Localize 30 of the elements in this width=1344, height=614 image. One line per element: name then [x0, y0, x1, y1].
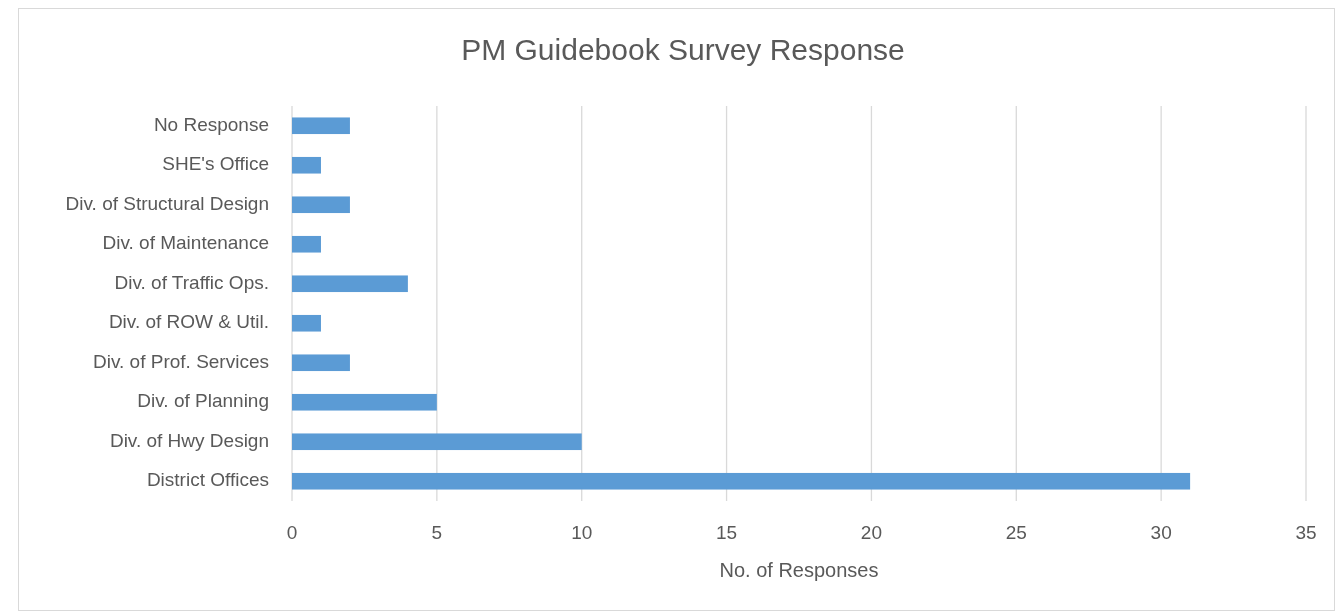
bar	[292, 393, 437, 411]
bar	[292, 472, 1191, 490]
y-tick-label: District Offices	[146, 469, 269, 491]
x-tick-label: 0	[286, 522, 298, 544]
x-tick-label: 10	[571, 522, 593, 544]
y-tick-label: Div. of Prof. Services	[93, 350, 269, 372]
x-tick-label: 15	[716, 522, 738, 544]
bar	[292, 314, 321, 332]
y-tick-label: No Response	[153, 113, 269, 135]
bar	[292, 354, 350, 372]
x-tick-label: 20	[860, 522, 882, 544]
y-tick-label: Div. of ROW & Util.	[108, 311, 269, 333]
y-tick-label: Div. of Planning	[137, 390, 269, 412]
x-tick-label: 30	[1150, 522, 1172, 544]
chart-title: PM Guidebook Survey Response	[461, 32, 905, 66]
bar	[292, 433, 582, 451]
x-tick-label: 35	[1295, 522, 1317, 544]
bar	[292, 156, 321, 174]
y-tick-label: Div. of Traffic Ops.	[114, 271, 269, 293]
x-tick-label: 5	[431, 522, 443, 544]
x-axis-title: No. of Responses	[719, 559, 879, 582]
bar	[292, 196, 350, 214]
y-tick-label: Div. of Hwy Design	[109, 429, 269, 451]
bar	[292, 117, 350, 135]
y-tick-label: Div. of Structural Design	[65, 192, 269, 214]
y-tick-label: Div. of Maintenance	[102, 232, 269, 254]
x-tick-label: 25	[1005, 522, 1027, 544]
bar	[292, 235, 321, 253]
bar	[292, 275, 408, 293]
y-tick-label: SHE's Office	[162, 153, 269, 175]
